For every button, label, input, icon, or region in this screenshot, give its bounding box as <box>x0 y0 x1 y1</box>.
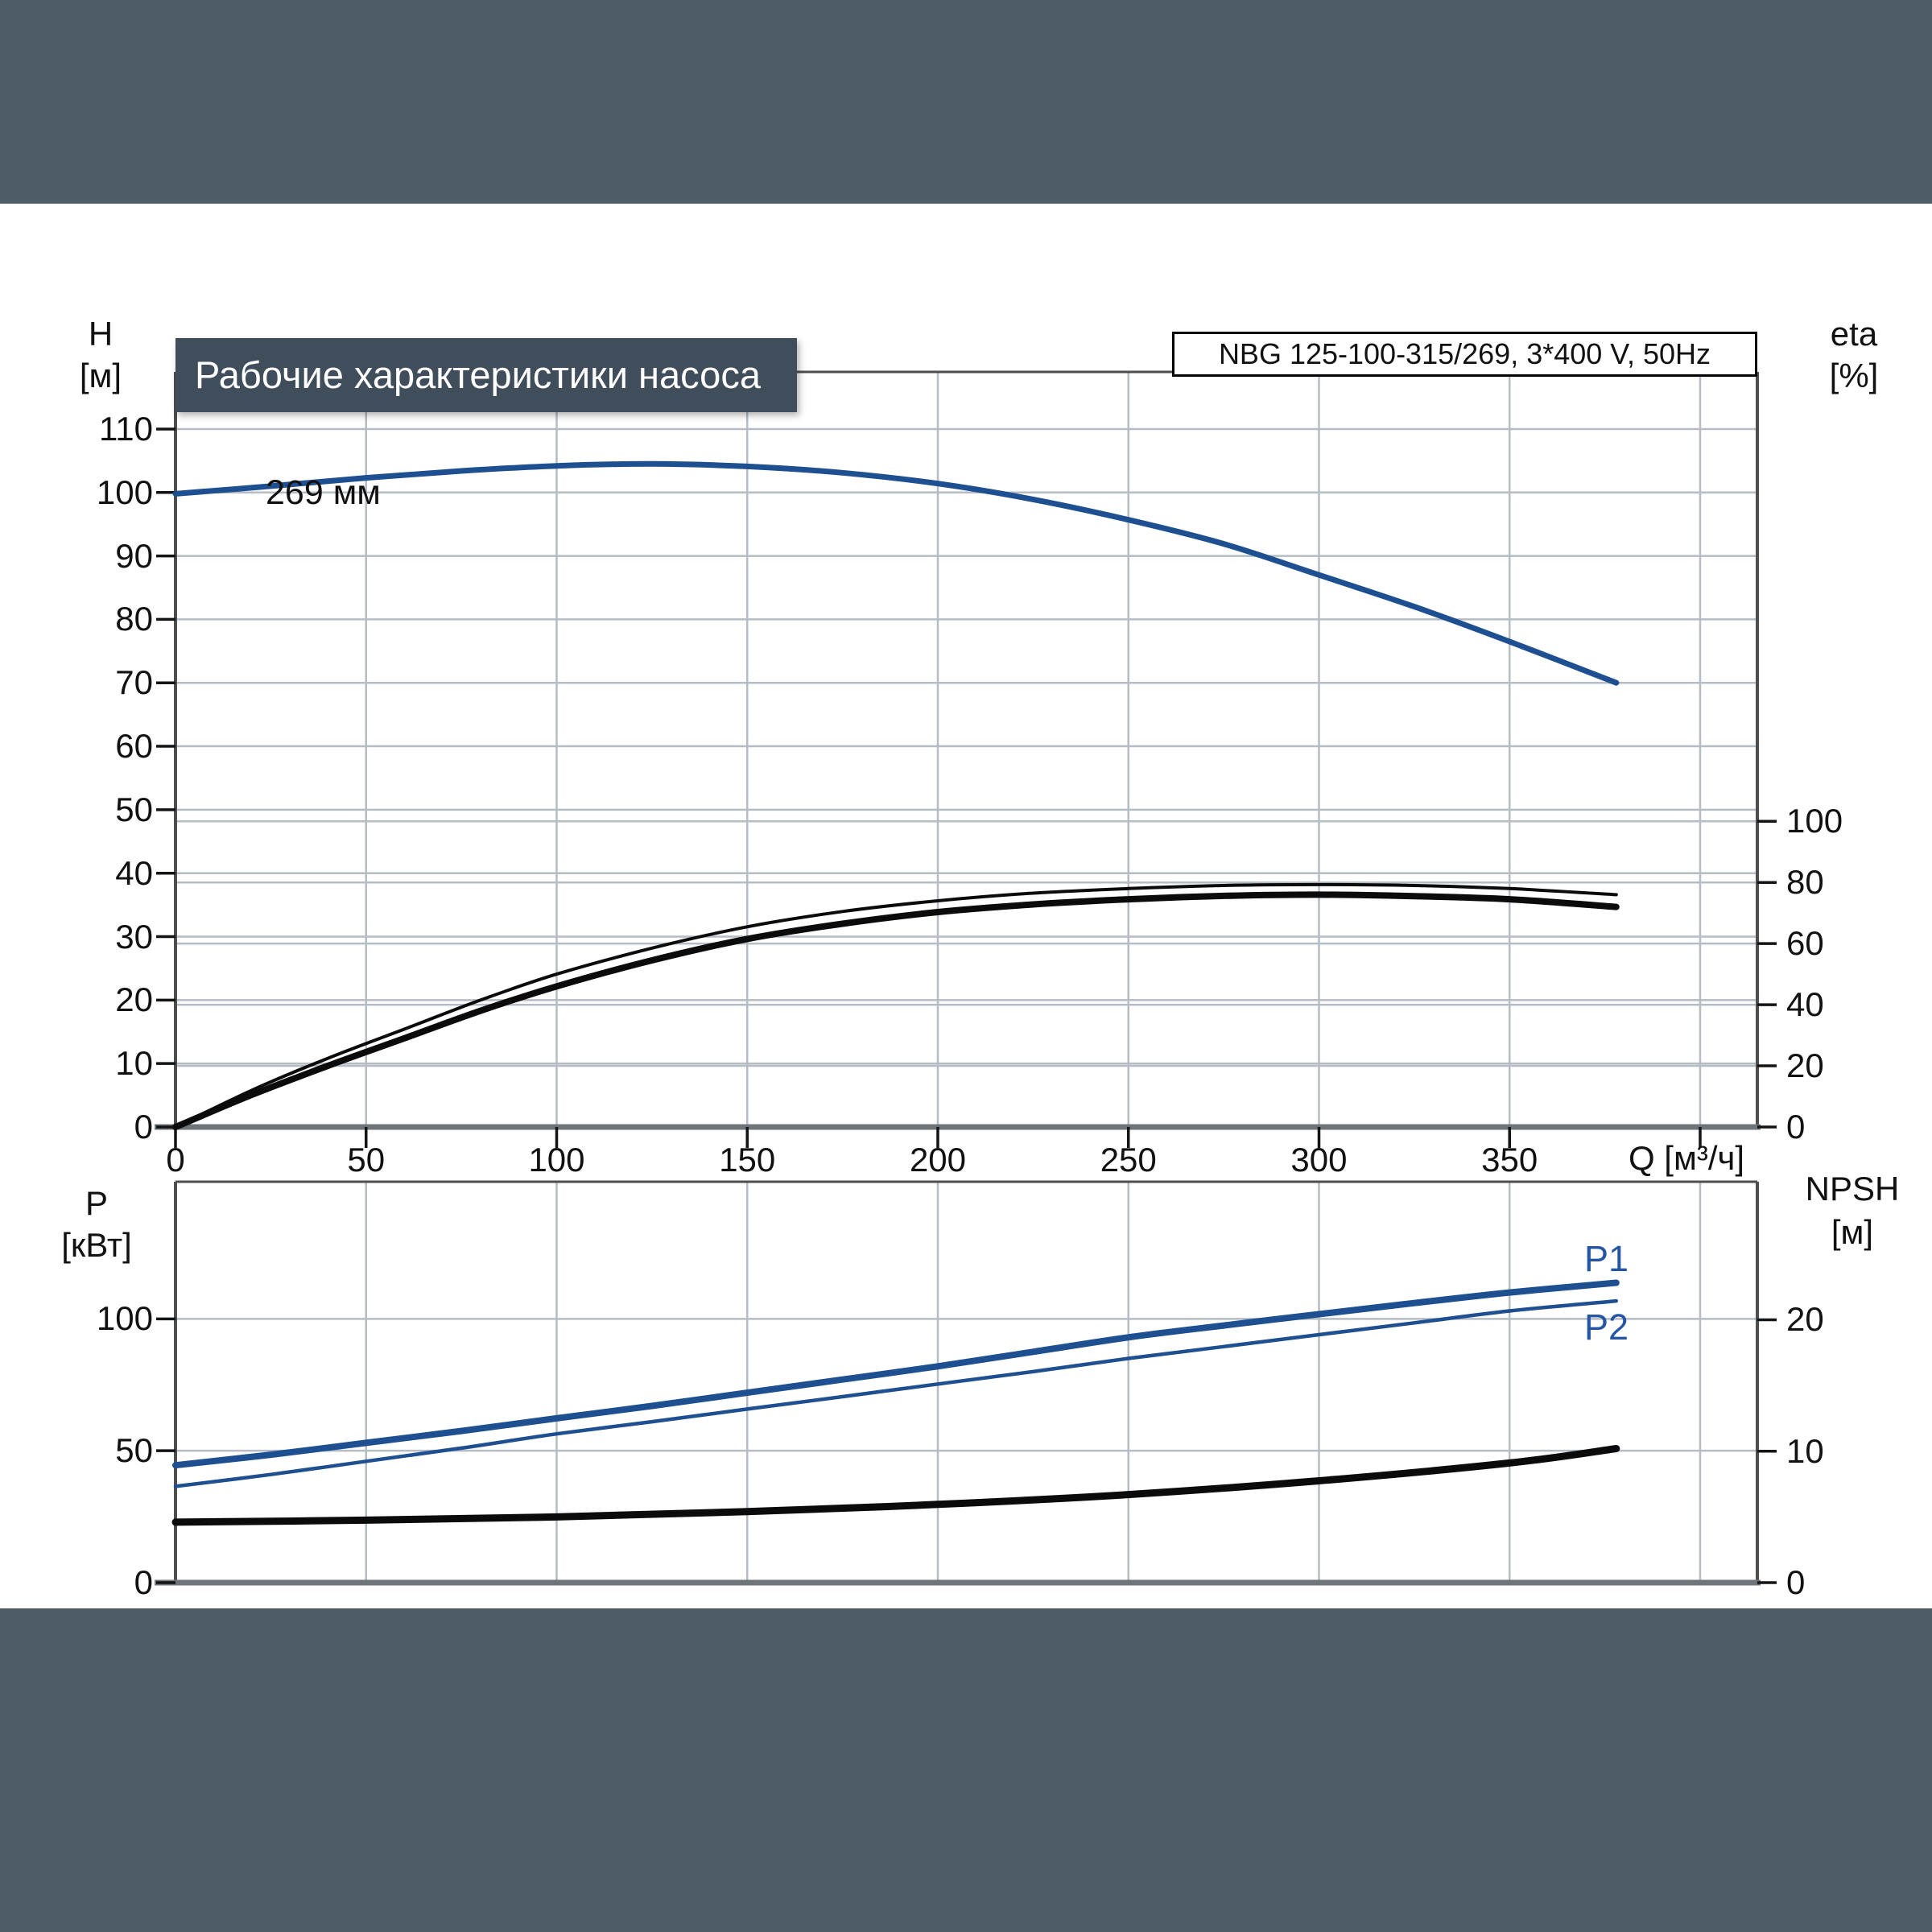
letterbox-bottom <box>0 1608 1932 1932</box>
hq-chart-yright-tick-20: 20 <box>1786 1046 1824 1085</box>
hq-chart-x-tick-100: 100 <box>528 1141 585 1179</box>
power-chart-yleft-tick-0: 0 <box>134 1563 153 1601</box>
hq-chart-yright-tick-0: 0 <box>1786 1108 1806 1146</box>
npsh-axis-label: NPSH <box>1805 1170 1900 1208</box>
hq-chart-yright-tick-80: 80 <box>1786 863 1824 902</box>
hq-chart-yleft-tick-20: 20 <box>115 980 153 1019</box>
p-axis-label: P <box>85 1184 108 1222</box>
hq-chart-yleft-tick-90: 90 <box>115 536 153 575</box>
curve-h-impeller-269-мм- <box>172 460 1620 686</box>
p1-curve-label: P1 <box>1584 1238 1629 1279</box>
curve-p1 <box>172 1279 1620 1469</box>
hq-chart-yleft-tick-80: 80 <box>115 600 153 638</box>
hq-chart-yleft-tick-40: 40 <box>115 853 153 892</box>
hq-chart-x-tick-250: 250 <box>1100 1141 1157 1179</box>
hq-chart-x-tick-350: 350 <box>1481 1141 1538 1179</box>
npsh-axis-unit: [м] <box>1831 1213 1874 1251</box>
p-axis-unit: [кВт] <box>61 1226 132 1264</box>
hq-chart-x-tick-0: 0 <box>166 1141 185 1179</box>
power-chart-yright-tick-0: 0 <box>1786 1563 1806 1601</box>
h-axis-unit: [м] <box>79 357 122 394</box>
eta-axis-label: eta <box>1830 315 1878 353</box>
hq-chart-x-tick-300: 300 <box>1290 1141 1348 1179</box>
p2-curve-label: P2 <box>1584 1307 1629 1348</box>
hq-chart-x-tick-150: 150 <box>719 1141 776 1179</box>
h-axis-label: H <box>88 315 114 353</box>
hq-chart-yright-tick-40: 40 <box>1786 985 1824 1024</box>
power-chart-yright-tick-20: 20 <box>1786 1300 1824 1339</box>
hq-chart-yleft-tick-70: 70 <box>115 663 153 702</box>
hq-chart-yleft-tick-110: 110 <box>99 409 153 448</box>
power-chart-yleft-tick-100: 100 <box>96 1299 153 1338</box>
hq-chart-x-tick-50: 50 <box>347 1141 386 1179</box>
curve-p2 <box>173 1298 1619 1488</box>
eta-axis-unit: [%] <box>1829 357 1879 394</box>
curve-eta-pump <box>174 882 1618 1129</box>
impeller-diameter-label: 269 мм <box>266 473 381 512</box>
hq-chart-yleft-tick-50: 50 <box>115 790 153 828</box>
hq-chart-x-tick-200: 200 <box>909 1141 967 1179</box>
hq-chart-yleft-tick-60: 60 <box>115 727 153 766</box>
power-chart-yright-tick-10: 10 <box>1786 1431 1824 1470</box>
hq-chart-yleft-tick-30: 30 <box>115 917 153 956</box>
hq-chart-yright-tick-60: 60 <box>1786 924 1824 963</box>
curve-npsh <box>171 1445 1620 1526</box>
power-chart-yleft-tick-50: 50 <box>115 1431 153 1470</box>
hq-chart-yleft-tick-100: 100 <box>96 473 153 511</box>
curve-eta-pump-motor <box>172 891 1620 1130</box>
q-axis-label: Q [м³/ч] <box>1628 1139 1745 1177</box>
page-title: Рабочие характеристики насоса <box>175 338 797 412</box>
hq-chart-yright-tick-100: 100 <box>1786 802 1843 840</box>
pump-model-badge: NBG 125-100-315/269, 3*400 V, 50Hz <box>1172 332 1757 377</box>
hq-chart-yleft-tick-10: 10 <box>115 1044 153 1083</box>
hq-chart-yleft-tick-0: 0 <box>134 1108 153 1146</box>
letterbox-top <box>0 0 1932 204</box>
